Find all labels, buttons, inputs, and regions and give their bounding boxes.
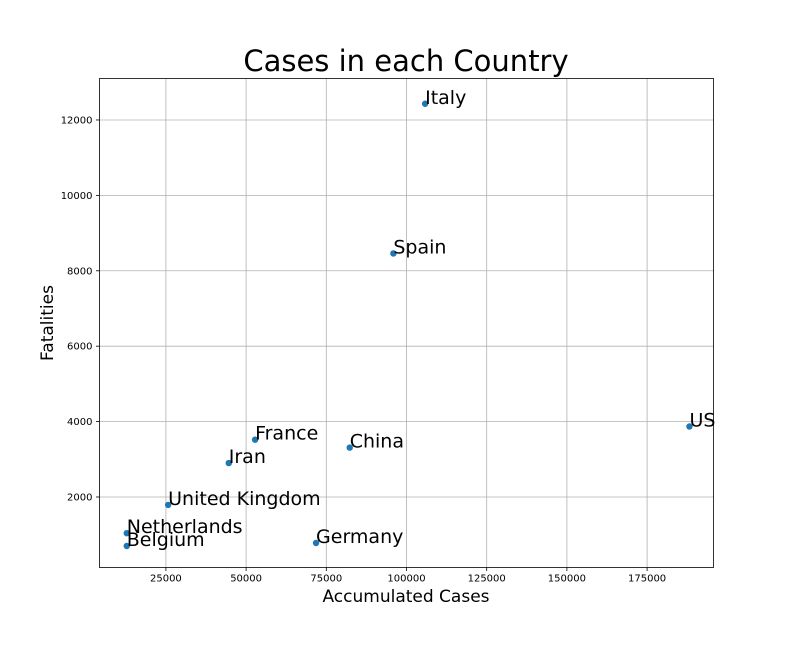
y-tick-label: 12000 xyxy=(61,115,93,126)
data-point xyxy=(390,250,397,257)
x-tick-label: 25000 xyxy=(150,574,182,585)
y-tick-label: 10000 xyxy=(61,191,93,202)
y-tick-label: 4000 xyxy=(67,417,92,428)
x-tick-label: 150000 xyxy=(548,574,586,585)
point-label: United Kingdom xyxy=(168,488,321,510)
y-tick-label: 2000 xyxy=(67,492,92,503)
data-point xyxy=(251,436,259,443)
point-label: Iran xyxy=(229,446,266,468)
point-label: France xyxy=(255,423,318,445)
axis-ticks: 25000 50000 75000 100000 125000 150000 175000 2… xyxy=(61,115,667,584)
point-label: China xyxy=(350,431,404,453)
point-label: Netherlands xyxy=(127,516,243,538)
data-point xyxy=(686,423,693,430)
x-axis-label: Accumulated Cases xyxy=(322,587,489,607)
data-point xyxy=(225,459,232,467)
y-axis-label: Fatalities xyxy=(38,285,58,361)
data-point xyxy=(123,542,130,550)
data-point xyxy=(123,529,130,537)
point-label: US xyxy=(689,409,715,431)
grid xyxy=(99,78,714,568)
data-point xyxy=(346,444,353,451)
x-tick-label: 100000 xyxy=(387,574,425,585)
data-point xyxy=(421,100,429,107)
point-label: Belgium xyxy=(127,529,205,551)
y-tick-label: 8000 xyxy=(67,266,92,277)
x-tick-label: 50000 xyxy=(230,574,262,585)
chart-title: Cases in each Country xyxy=(243,44,568,78)
data-points: Italy Spain US France China Iran United Kingdo… xyxy=(123,87,715,551)
x-tick-label: 175000 xyxy=(628,574,666,585)
y-tick-label: 6000 xyxy=(67,342,92,353)
point-label: Germany xyxy=(316,526,403,548)
x-tick-label: 125000 xyxy=(468,574,506,585)
point-label: Spain xyxy=(393,236,446,258)
data-point xyxy=(312,539,320,547)
x-tick-label: 75000 xyxy=(310,574,342,585)
point-label: Italy xyxy=(425,87,466,109)
data-point xyxy=(164,501,172,509)
